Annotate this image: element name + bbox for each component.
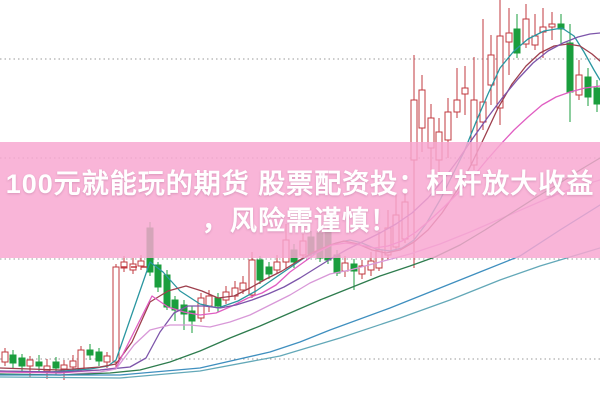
candle-up (505, 8, 513, 75)
candle-up (231, 281, 239, 300)
candle-down (171, 296, 179, 321)
candle-down (265, 262, 273, 279)
candle-up (358, 260, 366, 279)
candle-up (248, 252, 256, 298)
candle-up (479, 19, 487, 130)
candle-up (129, 258, 137, 274)
candle-down (557, 14, 565, 45)
candle-up (1, 348, 9, 366)
candle-up (112, 264, 120, 367)
candle-down (154, 262, 162, 292)
candle-down (9, 350, 17, 368)
candle-up (487, 35, 495, 105)
candle-up (548, 12, 556, 40)
candle-up (531, 14, 539, 50)
candle-down (593, 80, 600, 112)
candle-down (35, 355, 43, 373)
ma-line-light-teal (0, 247, 600, 379)
candle-up (26, 356, 34, 377)
candle-up (273, 255, 281, 274)
promo-banner-text-line1: 100元就能玩的期货 股票配资投：杠杆放大收益 (5, 169, 595, 199)
candle-up (120, 256, 128, 272)
candle-up (197, 293, 205, 322)
candle-down (188, 306, 196, 333)
candle-down (86, 344, 94, 360)
promo-banner-text-line2: ，风险需谨慎！ (202, 206, 398, 236)
candle-up (453, 68, 461, 118)
candle-down (256, 256, 264, 284)
candle-up (496, 0, 504, 125)
candle-up (461, 66, 469, 115)
promo-banner[interactable]: 100元就能玩的期货 股票配资投：杠杆放大收益 ，风险需谨慎！ (0, 142, 600, 258)
candle-up (418, 75, 426, 152)
candle-down (214, 293, 222, 312)
candle-down (513, 14, 521, 58)
candle-down (95, 348, 103, 366)
candle-up (575, 60, 583, 100)
candle-up (222, 286, 230, 304)
